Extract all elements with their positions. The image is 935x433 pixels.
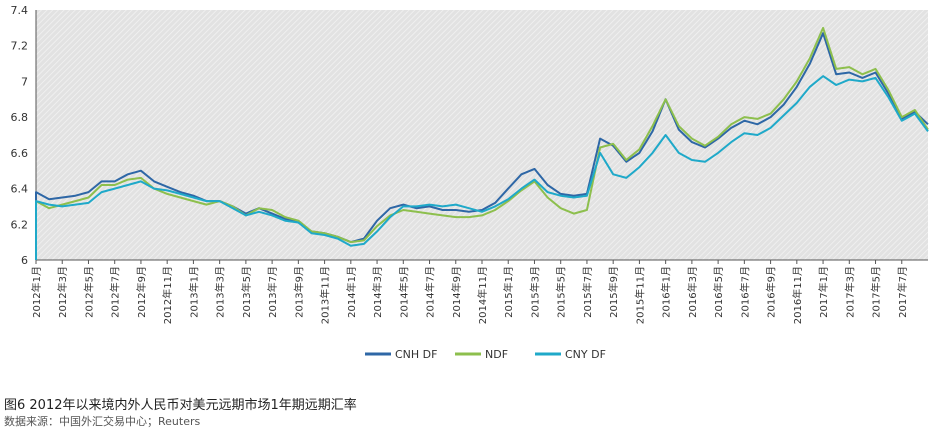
x-tick-label: 2012年9月 — [135, 266, 148, 318]
y-tick-label: 6.6 — [11, 147, 29, 160]
x-axis: 2012年1月 2012年3月 2012年5月 2012年7月 2012年9月 2012年… — [30, 259, 928, 324]
y-tick-label: 7.4 — [11, 4, 29, 17]
x-tick-label: 2013年7月 — [266, 266, 279, 318]
y-tick-label: 7 — [21, 75, 28, 88]
figure-caption-title: 图6 2012年以来境内外人民币对美元远期市场1年期远期汇率 — [4, 398, 357, 413]
plot-area — [36, 10, 928, 260]
x-tick-label: 2015年3月 — [528, 266, 541, 318]
y-tick-label: 7.2 — [11, 40, 29, 53]
x-tick-label: 2012年11月 — [161, 266, 174, 324]
x-tick-label: 2016年3月 — [686, 266, 699, 318]
x-tick-label: 2012年3月 — [56, 266, 69, 318]
legend-label: CNY DF — [565, 348, 606, 361]
x-tick-label: 2013年3月 — [214, 266, 227, 318]
x-tick-label: 2013年9月 — [292, 266, 305, 318]
plot-background — [36, 10, 928, 260]
x-tick-label: 2017年7月 — [896, 266, 909, 318]
x-tick-label: 2014年9月 — [450, 266, 463, 318]
x-tick-label: 2012年5月 — [82, 266, 95, 318]
x-tick-label: 2014年7月 — [424, 266, 437, 318]
x-tick-label: 2013年5月 — [240, 266, 253, 318]
legend: CNH DF NDF CNY DF — [365, 348, 606, 361]
x-tick-label: 2015年5月 — [555, 266, 568, 318]
x-tick-label: 2012年1月 — [30, 266, 43, 318]
x-tick-label: 2014年3月 — [371, 266, 384, 318]
x-tick-label: 2016年1月 — [660, 266, 673, 318]
series-line-cny-df — [35, 75, 929, 260]
y-tick-label: 6.2 — [11, 218, 29, 231]
x-tick-label: 2017年3月 — [843, 266, 856, 318]
legend-label: NDF — [485, 348, 508, 361]
x-tick-label: 2016年5月 — [712, 266, 725, 318]
x-tick-label: 2014年5月 — [397, 266, 410, 318]
series-layer — [35, 26, 929, 260]
series-line-ndf — [35, 26, 929, 260]
y-tick-label: 6.4 — [11, 183, 29, 196]
x-tick-label: 2012年7月 — [109, 266, 122, 318]
figure-caption-source: 数据来源：中国外汇交易中心；Reuters — [4, 415, 201, 428]
x-tick-label: 2015年11月 — [633, 266, 646, 324]
y-axis: 6 6.2 6.4 6.6 6.8 7 7.2 7.4 — [11, 4, 37, 267]
x-tick-label: 2015年9月 — [607, 266, 620, 318]
x-tick-label: 2015年7月 — [581, 266, 594, 318]
y-tick-label: 6.8 — [11, 111, 29, 124]
legend-label: CNH DF — [395, 348, 437, 361]
x-tick-label: 2016年7月 — [738, 266, 751, 318]
x-tick-label: 2017年1月 — [817, 266, 830, 318]
x-tick-label: 2014年11月 — [476, 266, 489, 324]
y-tick-label: 6 — [21, 254, 28, 267]
x-tick-label: 2013年1月 — [187, 266, 200, 318]
x-tick-label: 2013年11月 — [319, 266, 332, 324]
x-tick-label: 2017年5月 — [870, 266, 883, 318]
x-tick-label: 2016年11月 — [791, 266, 804, 324]
x-tick-label: 2014年1月 — [345, 266, 358, 318]
x-tick-label: 2015年1月 — [502, 266, 515, 318]
x-tick-label: 2016年9月 — [765, 266, 778, 318]
